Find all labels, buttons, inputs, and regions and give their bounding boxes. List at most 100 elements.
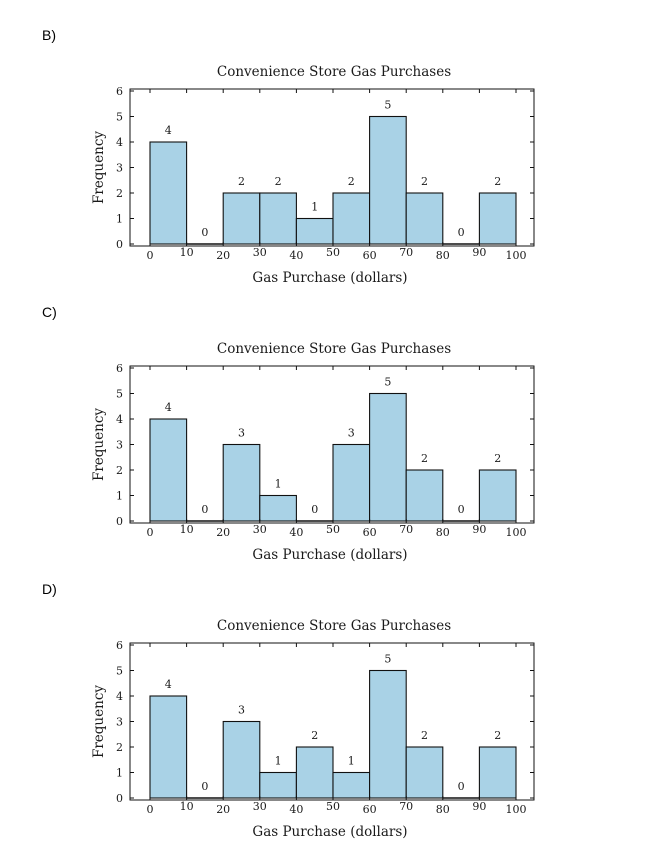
bar-count-label: 0 xyxy=(311,503,318,516)
x-tick-label: 100 xyxy=(506,803,527,816)
bar-count-label: 0 xyxy=(458,503,465,516)
y-tick-label: 4 xyxy=(116,690,123,703)
x-tick-label: 10 xyxy=(180,523,194,536)
bar-count-label: 3 xyxy=(238,427,245,440)
bar-count-label: 4 xyxy=(165,401,172,414)
bar-count-label: 2 xyxy=(494,452,501,465)
bar-count-label: 5 xyxy=(384,653,391,666)
y-tick-label: 3 xyxy=(116,439,123,452)
bar-count-label: 2 xyxy=(494,175,501,188)
y-tick-label: 3 xyxy=(116,716,123,729)
histogram-bar xyxy=(478,469,517,522)
histogram-bar xyxy=(149,418,188,522)
x-tick-label: 70 xyxy=(399,246,413,259)
x-tick-label: 50 xyxy=(326,523,340,536)
histogram-bar xyxy=(478,192,517,245)
histogram-bar xyxy=(369,669,407,799)
x-tick-label: 90 xyxy=(472,246,486,259)
x-tick-label: 20 xyxy=(216,249,230,262)
histogram-bar xyxy=(222,443,261,522)
histogram-bar xyxy=(369,115,407,245)
x-tick-label: 0 xyxy=(147,249,154,262)
chart-title: Convenience Store Gas Purchases xyxy=(217,64,451,80)
bar-count-label: 0 xyxy=(201,780,208,793)
bar-count-label: 1 xyxy=(311,201,318,214)
y-tick-label: 1 xyxy=(116,213,123,226)
y-tick-label: 6 xyxy=(116,639,123,652)
bar-count-label: 0 xyxy=(458,226,465,239)
bar-count-label: 4 xyxy=(165,678,172,691)
bar-count-label: 2 xyxy=(421,729,428,742)
y-tick-label: 2 xyxy=(116,741,123,754)
x-tick-label: 70 xyxy=(399,523,413,536)
y-tick-label: 4 xyxy=(116,136,123,149)
option-label-d: D) xyxy=(42,581,57,597)
x-tick-label: 60 xyxy=(363,803,377,816)
x-tick-label: 20 xyxy=(216,526,230,539)
histogram-bar xyxy=(405,192,444,245)
y-tick-label: 2 xyxy=(116,187,123,200)
option-label-b: B) xyxy=(42,27,56,43)
histogram-bar xyxy=(332,192,371,245)
bar-count-label: 3 xyxy=(238,704,245,717)
histogram-bar xyxy=(259,771,297,799)
y-tick-label: 1 xyxy=(116,767,123,780)
histogram-bar xyxy=(369,392,407,522)
y-axis-label: Frequency xyxy=(91,685,107,758)
bar-count-label: 0 xyxy=(201,503,208,516)
x-tick-label: 80 xyxy=(436,803,450,816)
histogram-bar xyxy=(259,192,297,245)
bar-count-label: 1 xyxy=(275,478,282,491)
y-tick-label: 0 xyxy=(116,792,123,805)
x-axis-label: Gas Purchase (dollars) xyxy=(252,270,407,286)
option-label-c: C) xyxy=(42,304,57,320)
bar-count-label: 3 xyxy=(348,427,355,440)
bar-count-label: 2 xyxy=(494,729,501,742)
histogram-bar xyxy=(259,494,297,522)
histogram-bar xyxy=(295,746,334,799)
bar-count-label: 4 xyxy=(165,124,172,137)
x-tick-label: 60 xyxy=(363,249,377,262)
y-axis-label: Frequency xyxy=(91,131,107,204)
x-tick-label: 70 xyxy=(399,800,413,813)
x-tick-label: 0 xyxy=(147,803,154,816)
x-tick-label: 80 xyxy=(436,526,450,539)
bar-count-label: 2 xyxy=(348,175,355,188)
histogram-option-c: Convenience Store Gas Purchases403103520… xyxy=(91,341,535,563)
x-tick-label: 100 xyxy=(506,249,527,262)
chart-title: Convenience Store Gas Purchases xyxy=(217,618,451,634)
x-tick-label: 20 xyxy=(216,803,230,816)
x-tick-label: 90 xyxy=(472,800,486,813)
y-tick-label: 3 xyxy=(116,162,123,175)
x-tick-label: 30 xyxy=(253,800,267,813)
bar-count-label: 2 xyxy=(311,729,318,742)
bar-count-label: 5 xyxy=(384,99,391,112)
histogram-bar xyxy=(332,771,371,799)
histogram-bar xyxy=(149,141,188,245)
x-tick-label: 80 xyxy=(436,249,450,262)
bar-count-label: 2 xyxy=(421,175,428,188)
x-tick-label: 40 xyxy=(289,803,303,816)
bar-count-label: 1 xyxy=(275,755,282,768)
x-axis-label: Gas Purchase (dollars) xyxy=(252,824,407,840)
x-tick-label: 40 xyxy=(289,249,303,262)
x-tick-label: 50 xyxy=(326,800,340,813)
y-tick-label: 2 xyxy=(116,464,123,477)
histogram-option-d: Convenience Store Gas Purchases403121520… xyxy=(91,618,535,840)
chart-title: Convenience Store Gas Purchases xyxy=(217,341,451,357)
y-axis-label: Frequency xyxy=(91,408,107,481)
y-tick-label: 0 xyxy=(116,238,123,251)
y-tick-label: 1 xyxy=(116,490,123,503)
x-tick-label: 10 xyxy=(180,800,194,813)
bar-count-label: 1 xyxy=(348,755,355,768)
histogram-bar xyxy=(222,720,261,799)
histogram-bar xyxy=(222,192,261,245)
histogram-bar xyxy=(478,746,517,799)
x-tick-label: 90 xyxy=(472,523,486,536)
histogram-bar xyxy=(405,469,444,522)
y-tick-label: 0 xyxy=(116,515,123,528)
bar-count-label: 0 xyxy=(201,226,208,239)
x-tick-label: 30 xyxy=(253,523,267,536)
x-tick-label: 50 xyxy=(326,246,340,259)
